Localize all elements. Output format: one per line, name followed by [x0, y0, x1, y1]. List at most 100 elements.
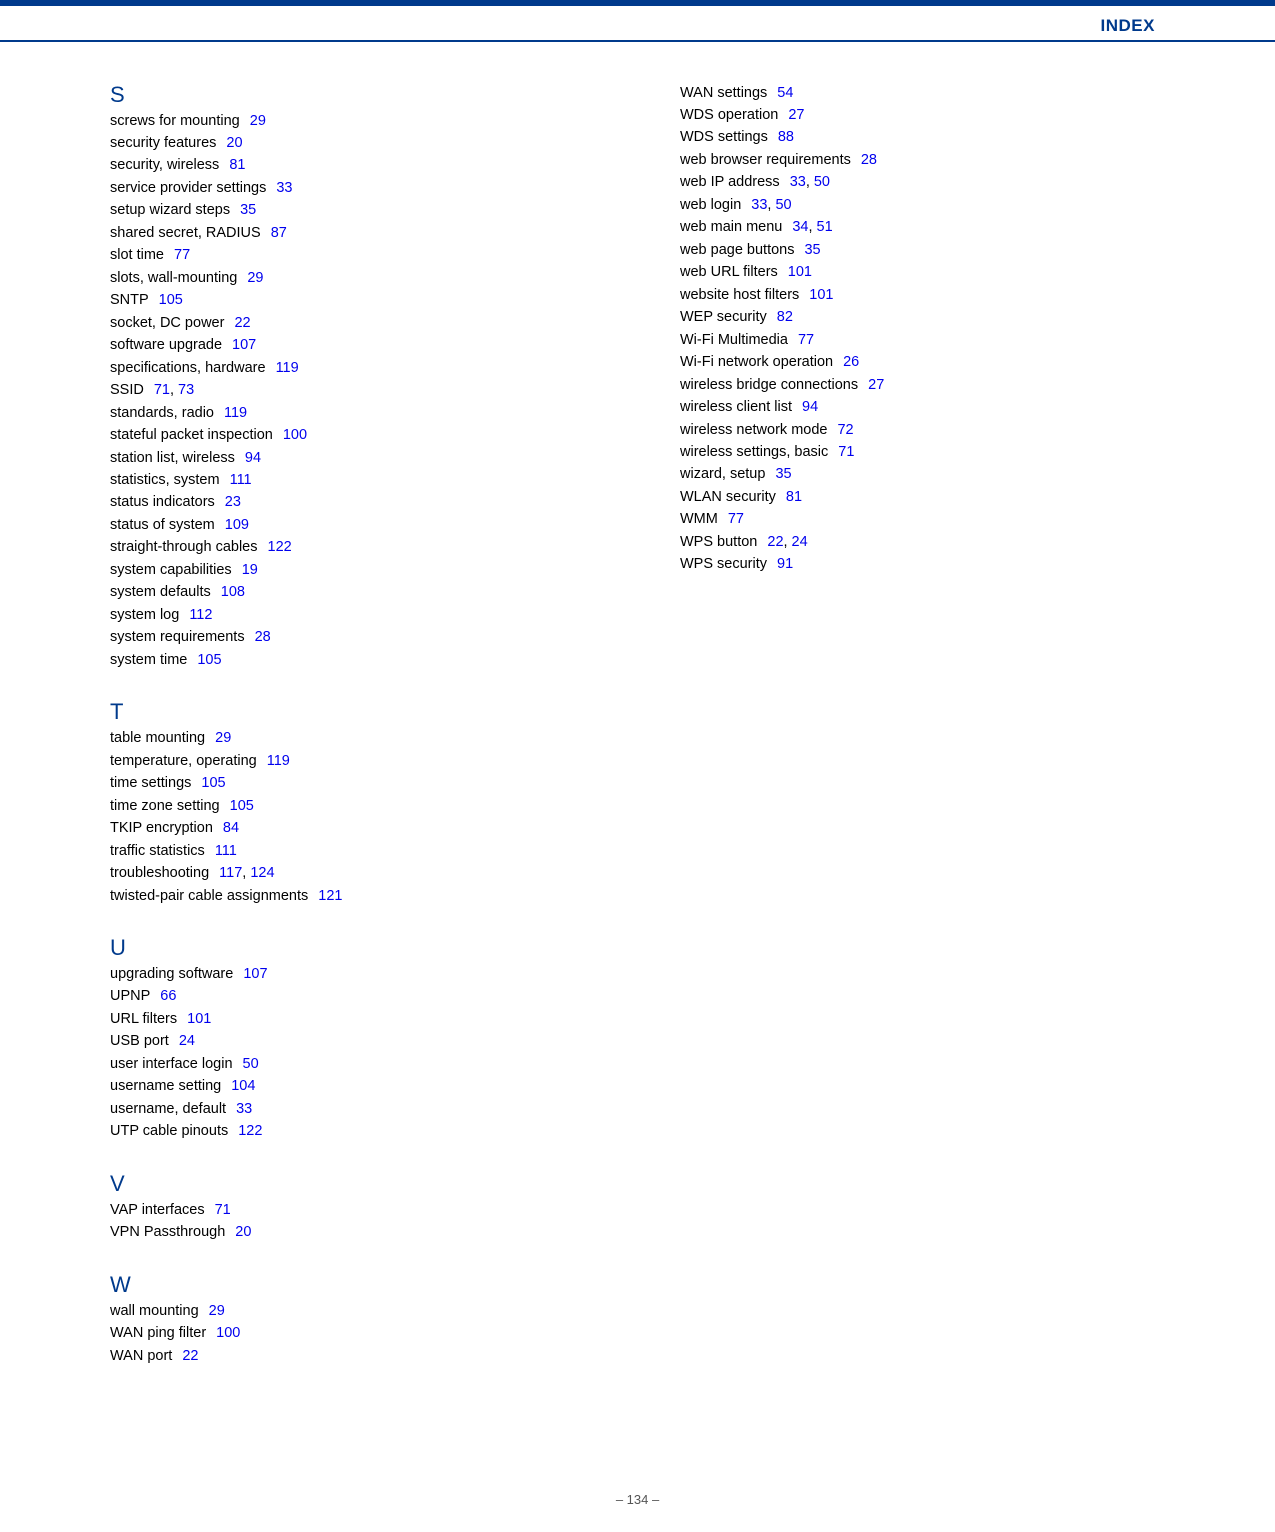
page-link[interactable]: 101 — [187, 1011, 211, 1027]
page-link[interactable]: 107 — [243, 966, 267, 982]
index-entry: system capabilities19 — [110, 559, 610, 581]
page-link[interactable]: 71 — [838, 444, 854, 460]
index-term: status indicators — [110, 494, 215, 510]
page-link[interactable]: 29 — [250, 113, 266, 129]
page-link[interactable]: 117 — [219, 865, 242, 881]
page-link[interactable]: 94 — [245, 450, 261, 466]
page-link[interactable]: 105 — [230, 798, 254, 814]
index-entry: traffic statistics111 — [110, 840, 610, 862]
page-link[interactable]: 23 — [225, 494, 241, 510]
index-entry: web URL filters 101 — [680, 261, 1180, 283]
page-link[interactable]: 119 — [276, 360, 299, 376]
page-link[interactable]: 82 — [777, 309, 793, 325]
index-term: web login — [680, 197, 741, 213]
page-link[interactable]: 24 — [179, 1033, 195, 1049]
index-term: time settings — [110, 775, 191, 791]
page-link[interactable]: 35 — [775, 466, 791, 482]
page-link[interactable]: 124 — [250, 865, 274, 881]
page-link[interactable]: 35 — [240, 202, 256, 218]
page-link[interactable]: 50 — [814, 174, 830, 190]
page-link[interactable]: 77 — [174, 247, 190, 263]
page-link[interactable]: 22 — [182, 1348, 198, 1364]
page-link[interactable]: 72 — [837, 422, 853, 438]
index-term: system time — [110, 652, 187, 668]
page-link[interactable]: 22 — [234, 315, 250, 331]
index-entry: WAN port22 — [110, 1345, 610, 1367]
page-link[interactable]: 100 — [216, 1325, 240, 1341]
page-link[interactable]: 122 — [238, 1123, 262, 1139]
index-entry: wall mounting 29 — [110, 1300, 610, 1322]
page-link[interactable]: 94 — [802, 399, 818, 415]
page-link[interactable]: 91 — [777, 556, 793, 572]
page-link[interactable]: 50 — [775, 197, 791, 213]
index-entry: socket, DC power22 — [110, 312, 610, 334]
page-link[interactable]: 105 — [197, 652, 221, 668]
section-letter: T — [110, 699, 610, 725]
index-term: twisted-pair cable assignments — [110, 888, 308, 904]
page-link[interactable]: 51 — [817, 219, 833, 235]
page-link[interactable]: 54 — [777, 85, 793, 101]
page-link[interactable]: 71 — [154, 382, 170, 398]
page-link[interactable]: 33 — [790, 174, 806, 190]
page-link[interactable]: 22 — [767, 534, 783, 550]
index-entry: system log112 — [110, 604, 610, 626]
page-title: INDEX — [1101, 16, 1155, 36]
page-link[interactable]: 101 — [809, 287, 833, 303]
index-term: temperature, operating — [110, 753, 257, 769]
page-link[interactable]: 33 — [276, 180, 292, 196]
page-link[interactable]: 33 — [236, 1101, 252, 1117]
page-link[interactable]: 27 — [788, 107, 804, 123]
page-link[interactable]: 88 — [778, 129, 794, 145]
page-link[interactable]: 29 — [247, 270, 263, 286]
page-link[interactable]: 73 — [178, 382, 194, 398]
page-link[interactable]: 100 — [283, 427, 307, 443]
page-link[interactable]: 33 — [751, 197, 767, 213]
page-link[interactable]: 111 — [230, 472, 252, 488]
page-link[interactable]: 29 — [209, 1303, 225, 1319]
page-link[interactable]: 87 — [271, 225, 287, 241]
page-link[interactable]: 81 — [786, 489, 802, 505]
page-link[interactable]: 84 — [223, 820, 239, 836]
page-link[interactable]: 71 — [215, 1202, 231, 1218]
page-link[interactable]: 105 — [201, 775, 225, 791]
index-term: wall mounting — [110, 1303, 199, 1319]
index-term: system requirements — [110, 629, 245, 645]
section-letter: U — [110, 935, 610, 961]
page-link[interactable]: 121 — [318, 888, 342, 904]
page-link[interactable]: 111 — [215, 843, 237, 859]
page-link[interactable]: 34 — [792, 219, 808, 235]
page-link[interactable]: 27 — [868, 377, 884, 393]
page-link[interactable]: 119 — [267, 753, 290, 769]
page-link[interactable]: 81 — [229, 157, 245, 173]
page-link[interactable]: 29 — [215, 730, 231, 746]
index-entry: Wi-Fi network operation26 — [680, 351, 1180, 373]
page-link[interactable]: 105 — [159, 292, 183, 308]
page-link[interactable]: 28 — [255, 629, 271, 645]
page-link[interactable]: 20 — [226, 135, 242, 151]
page-link[interactable]: 19 — [242, 562, 258, 578]
index-entry: upgrading software107 — [110, 963, 610, 985]
page-link[interactable]: 77 — [798, 332, 814, 348]
index-term: WAN ping filter — [110, 1325, 206, 1341]
page-link[interactable]: 108 — [221, 584, 245, 600]
page-link[interactable]: 107 — [232, 337, 256, 353]
page-footer: – 134 – — [0, 1492, 1275, 1507]
index-entry: SSID71,73 — [110, 379, 610, 401]
page-link[interactable]: 20 — [235, 1224, 251, 1240]
page-link[interactable]: 77 — [728, 511, 744, 527]
page-link[interactable]: 122 — [268, 539, 292, 555]
page-link[interactable]: 26 — [843, 354, 859, 370]
page-link[interactable]: 112 — [189, 607, 212, 623]
page-link[interactable]: 101 — [788, 264, 812, 280]
index-entry: troubleshooting117,124 — [110, 862, 610, 884]
page-link[interactable]: 24 — [792, 534, 808, 550]
page-link[interactable]: 28 — [861, 152, 877, 168]
page-link[interactable]: 109 — [225, 517, 249, 533]
index-term: WMM — [680, 511, 718, 527]
page-link[interactable]: 104 — [231, 1078, 255, 1094]
page-link[interactable]: 119 — [224, 405, 247, 421]
page-link[interactable]: 66 — [160, 988, 176, 1004]
page-link[interactable]: 50 — [243, 1056, 259, 1072]
page-link[interactable]: 35 — [804, 242, 820, 258]
index-term: web URL filters — [680, 264, 778, 280]
